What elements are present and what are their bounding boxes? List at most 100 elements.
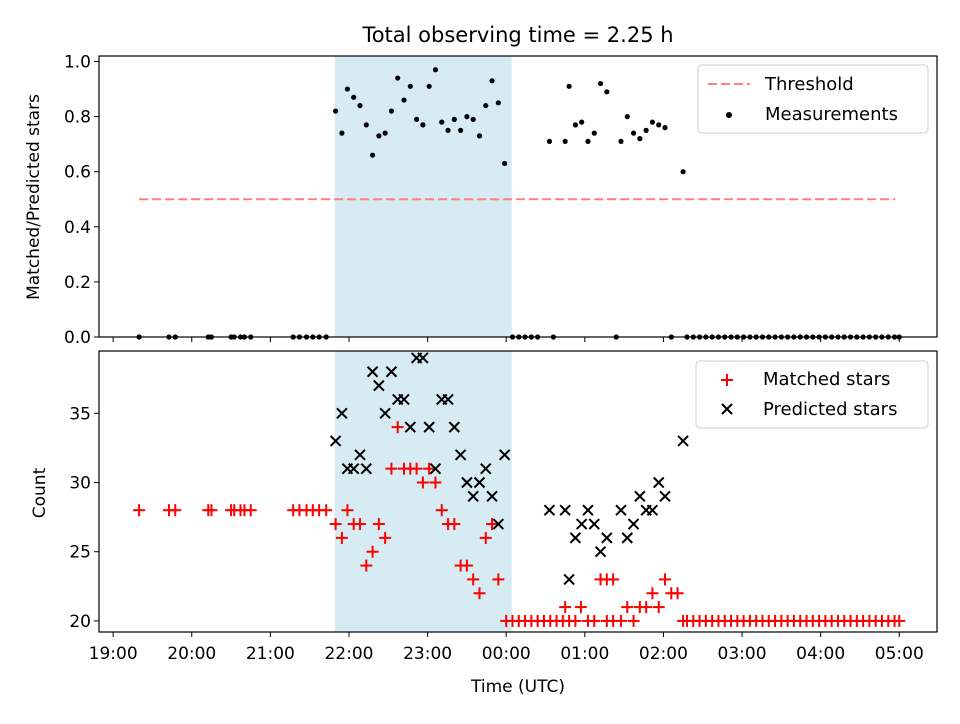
measurement-point xyxy=(680,169,686,175)
measurement-point xyxy=(562,138,568,145)
measurement-point xyxy=(637,136,643,142)
matched-star-point xyxy=(627,614,640,627)
predicted-star-point xyxy=(594,546,607,558)
legend-matched-swatch xyxy=(721,374,733,386)
matched-star-point xyxy=(646,587,659,600)
predicted-star-point xyxy=(634,490,646,503)
predicted-star-point xyxy=(543,504,556,516)
predicted-star-point xyxy=(379,407,391,419)
top-y-tick-label: 0.6 xyxy=(64,163,91,183)
matched-star-point xyxy=(640,601,653,614)
matched-star-point xyxy=(473,587,486,600)
matched-star-point xyxy=(133,504,146,517)
matched-star-point xyxy=(460,559,473,572)
measurement-point xyxy=(339,130,345,136)
measurement-point xyxy=(604,89,610,95)
bottom-panel: 20 25 30 35 19:00 20:00 21:00 22:00 23:00 00:00 01… xyxy=(30,350,938,697)
predicted-star-point xyxy=(615,504,627,516)
predicted-star-point xyxy=(486,490,498,503)
predicted-star-point xyxy=(677,435,689,447)
measurement-point xyxy=(656,122,662,128)
bottom-y-tick-label: 30 xyxy=(69,474,91,494)
measurement-point xyxy=(618,138,624,145)
top-y-tick-label: 1.0 xyxy=(64,53,91,73)
predicted-star-point xyxy=(646,504,659,516)
measurement-point xyxy=(333,108,339,114)
legend-measurements-swatch xyxy=(726,112,732,118)
measurement-point xyxy=(630,130,637,136)
legend-measurements-label: Measurements xyxy=(765,104,898,125)
legend-predicted-swatch xyxy=(721,403,733,415)
predicted-star-point xyxy=(329,435,342,447)
matched-star-point xyxy=(353,518,366,531)
bottom-y-tick-label: 20 xyxy=(69,612,91,632)
matched-star-point xyxy=(360,559,373,572)
measurement-point xyxy=(420,122,426,128)
measurement-point xyxy=(464,114,470,120)
top-y-tick-label: 0.8 xyxy=(64,108,91,128)
matched-star-point xyxy=(423,462,436,475)
predicted-star-point xyxy=(417,352,429,364)
measurement-point xyxy=(649,119,656,125)
bottom-y-tick-label: 35 xyxy=(69,404,91,424)
top-legend: Threshold Measurements xyxy=(697,64,929,134)
measurement-point xyxy=(382,130,388,136)
measurement-point xyxy=(597,80,604,87)
measurement-point xyxy=(432,67,439,73)
measurement-point xyxy=(643,127,649,133)
predicted-star-point xyxy=(569,532,582,544)
matched-star-point xyxy=(479,531,492,544)
measurement-point xyxy=(376,133,382,139)
predicted-star-point xyxy=(588,518,600,530)
predicted-star-point xyxy=(442,393,454,406)
bottom-y-axis-label: Count xyxy=(30,467,50,518)
predicted-star-point xyxy=(627,518,640,530)
observing-window-band xyxy=(334,56,512,337)
x-tick-label: 04:00 xyxy=(796,644,845,664)
x-tick-label: 19:00 xyxy=(89,644,138,664)
matched-star-point xyxy=(410,462,423,475)
predicted-star-point xyxy=(563,573,575,586)
predicted-star-point xyxy=(448,421,461,433)
x-tick-label: 22:00 xyxy=(324,644,373,664)
measurement-point xyxy=(344,86,351,92)
measurement-point xyxy=(566,83,572,89)
x-tick-label: 03:00 xyxy=(718,644,767,664)
matched-star-point xyxy=(614,614,627,627)
matched-star-point xyxy=(492,573,505,586)
matched-star-point xyxy=(391,421,404,434)
measurement-point xyxy=(591,130,597,136)
measurement-point xyxy=(502,160,508,167)
measurement-point xyxy=(624,114,630,120)
measurement-point xyxy=(413,116,420,122)
matched-star-point xyxy=(893,614,906,627)
measurement-point xyxy=(572,122,578,128)
matched-star-point xyxy=(366,545,379,558)
predicted-star-point xyxy=(385,366,398,378)
matched-star-point xyxy=(486,518,499,531)
figure-title: Total observing time = 2.25 h xyxy=(361,23,673,47)
matched-star-point xyxy=(329,518,342,531)
matched-star-point xyxy=(574,601,587,614)
measurement-point xyxy=(489,78,495,84)
predicted-star-point xyxy=(404,421,417,433)
predicted-star-point xyxy=(454,449,467,461)
measurement-point xyxy=(662,125,668,131)
observing-window-band xyxy=(334,351,512,632)
predicted-star-point xyxy=(366,366,379,378)
measurement-point xyxy=(579,119,585,125)
legend-predicted-label: Predicted stars xyxy=(763,399,897,420)
measurement-point xyxy=(357,102,363,109)
predicted-star-point xyxy=(601,532,613,544)
matched-star-point xyxy=(385,462,398,475)
top-y-tick-label: 0.4 xyxy=(64,218,91,238)
measurement-point xyxy=(363,122,369,128)
matched-star-point xyxy=(621,601,634,614)
matched-star-point xyxy=(448,518,461,531)
top-y-axis-label: Matched/Predicted stars xyxy=(24,94,44,300)
legend-matched-label: Matched stars xyxy=(763,369,890,390)
matched-star-point xyxy=(320,504,333,517)
measurement-point xyxy=(476,133,483,139)
predicted-star-point xyxy=(559,504,571,516)
